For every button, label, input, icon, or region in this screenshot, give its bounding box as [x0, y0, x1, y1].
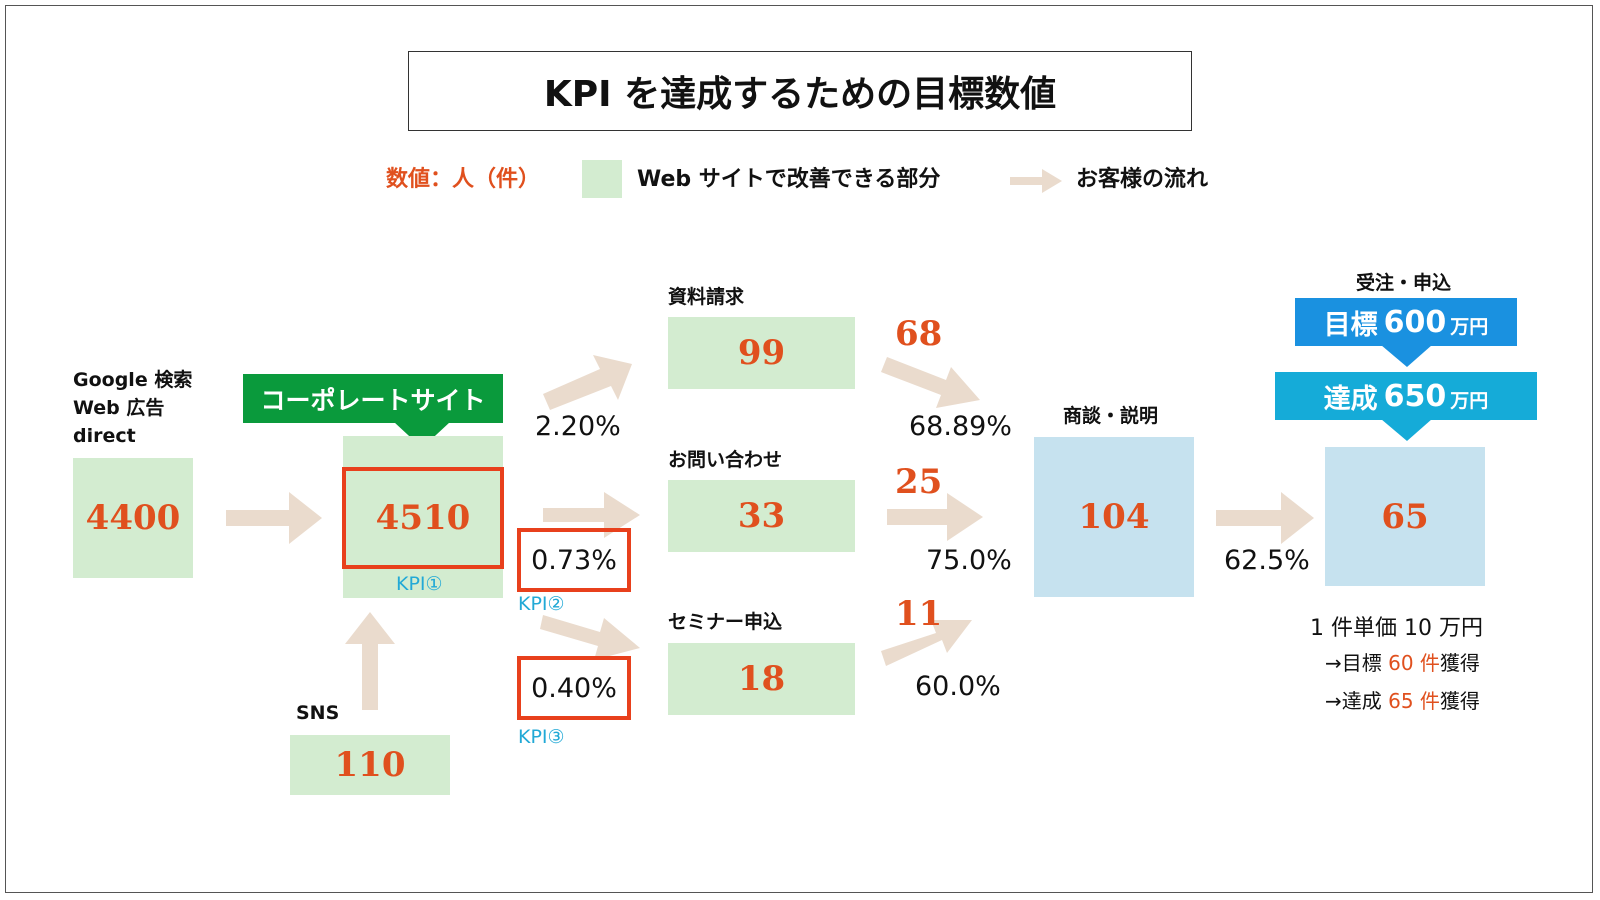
sources-label-line: Google 検索: [73, 369, 193, 391]
slide-frame: [5, 5, 1593, 893]
target-note-prefix: →目標: [1325, 651, 1389, 675]
inquiry-label: お問い合わせ: [668, 449, 783, 471]
banner-corporate-pointer: [394, 422, 450, 448]
request-label: 資料請求: [668, 286, 745, 308]
banner-target-pointer: [1381, 345, 1432, 367]
kpi-2-label: KPI②: [518, 593, 565, 615]
achieved-note-count: 65 件: [1388, 689, 1440, 713]
sns-label: SNS: [296, 702, 340, 724]
seminar-meeting-count: 11: [895, 594, 943, 634]
banner-achieved-pointer: [1381, 419, 1432, 441]
meeting-orders-rate: 62.5%: [1224, 545, 1310, 576]
meeting-label: 商談・説明: [1063, 405, 1159, 427]
arrow-site-to-inquiry: [543, 492, 640, 538]
sources-label: Google 検索 Web 広告 direct: [73, 366, 192, 450]
arrow-site-to-seminar: [540, 615, 640, 660]
achieved-note-prefix: →達成: [1325, 689, 1389, 713]
target-note-suffix: 獲得: [1439, 651, 1480, 675]
request-meeting-rate: 68.89%: [909, 411, 1012, 442]
legend-green-label: Web サイトで改善できる部分: [637, 167, 941, 192]
rate-request: 2.20%: [535, 411, 621, 442]
sources-value: 4400: [73, 458, 193, 578]
achieved-count-note: →達成 65 件獲得: [1325, 685, 1480, 714]
arrow-sources-to-site: [226, 492, 322, 544]
arrow-seminar-to-meeting: [881, 620, 972, 666]
inquiry-value: 33: [668, 480, 855, 552]
sources-label-line: direct: [73, 425, 136, 447]
arrow-request-to-meeting: [881, 357, 980, 408]
corporate-banner: コーポレートサイト: [243, 374, 503, 423]
seminar-label: セミナー申込: [668, 611, 783, 633]
arrow-inquiry-to-meeting: [887, 493, 983, 541]
meeting-value: 104: [1034, 437, 1194, 597]
kpi-3-label: KPI③: [518, 726, 565, 748]
target-prefix: 目標: [1323, 309, 1378, 341]
sources-label-line: Web 広告: [73, 397, 165, 419]
request-meeting-count: 68: [895, 314, 943, 354]
sns-value: 110: [290, 735, 450, 795]
target-unit: 万円: [1450, 315, 1489, 338]
corporate-value: 4510: [342, 467, 504, 569]
arrow-site-to-request: [543, 355, 632, 410]
orders-value: 65: [1325, 447, 1485, 586]
target-note-count: 60 件: [1388, 651, 1440, 675]
target-count-note: →目標 60 件獲得: [1325, 647, 1480, 676]
achieved-banner: 達成 650 万円: [1275, 372, 1537, 420]
legend-arrow-icon: [1010, 169, 1062, 193]
seminar-meeting-rate: 60.0%: [915, 671, 1001, 702]
achieved-unit: 万円: [1450, 389, 1489, 412]
achieved-value: 650: [1383, 378, 1447, 414]
rate-seminar: 0.40%: [517, 656, 631, 720]
legend-green-swatch: [582, 160, 622, 198]
corporate-area: [343, 436, 503, 598]
legend-unit: 数値：人（件）: [386, 167, 541, 192]
unit-price-note: 1 件単価 10 万円: [1310, 616, 1483, 641]
rate-inquiry: 0.73%: [517, 528, 631, 592]
achieved-prefix: 達成: [1323, 383, 1378, 415]
inquiry-meeting-count: 25: [895, 462, 943, 502]
orders-label: 受注・申込: [1356, 272, 1452, 294]
achieved-note-suffix: 獲得: [1439, 689, 1480, 713]
target-value: 600: [1383, 304, 1447, 340]
kpi-1-label: KPI①: [396, 573, 443, 595]
seminar-value: 18: [668, 643, 855, 715]
arrow-meeting-to-orders: [1216, 492, 1314, 544]
arrow-sns-to-site: [345, 612, 395, 710]
page-title: KPI を達成するための目標数値: [408, 51, 1192, 131]
legend-arrow-label: お客様の流れ: [1076, 167, 1209, 192]
target-banner: 目標 600 万円: [1295, 298, 1517, 346]
inquiry-meeting-rate: 75.0%: [926, 545, 1012, 576]
request-value: 99: [668, 317, 855, 389]
